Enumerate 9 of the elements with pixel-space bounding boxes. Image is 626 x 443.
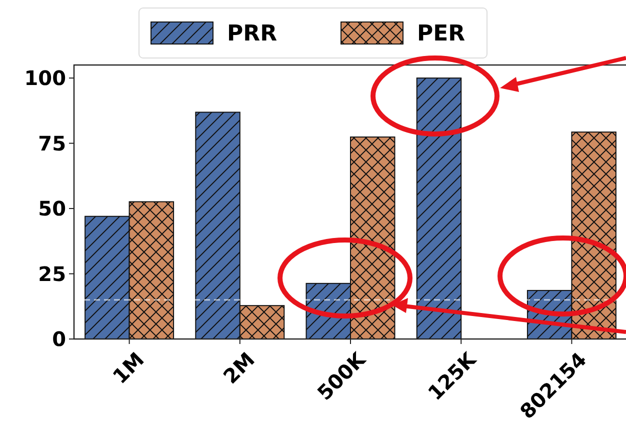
y-tick-label: 75 (38, 131, 66, 156)
y-tick-label: 50 (38, 196, 66, 221)
legend-label: PRR (227, 22, 278, 47)
legend-label: PER (417, 22, 466, 47)
y-tick-label: 25 (38, 262, 66, 286)
x-tick-label: 2M (218, 347, 260, 388)
y-tick-label: 100 (24, 66, 66, 90)
x-tick-label: 1M (108, 347, 149, 388)
y-tick-label: 0 (52, 327, 66, 351)
